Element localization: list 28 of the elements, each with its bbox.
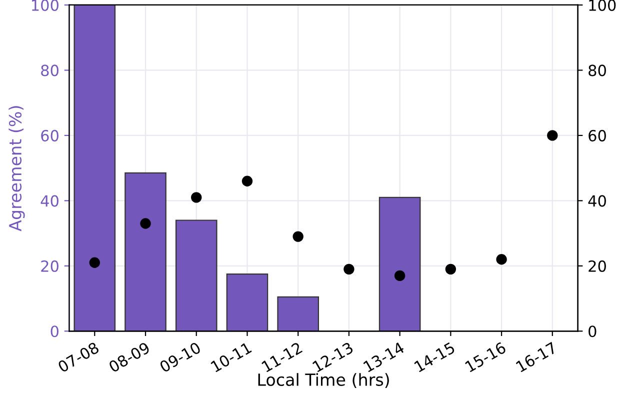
point [242, 176, 253, 186]
bar [226, 274, 268, 332]
y-tick-label: 0 [50, 326, 58, 338]
bar [277, 296, 319, 332]
x-axis-title: Local Time (hrs) [258, 373, 389, 388]
point [496, 254, 507, 265]
point [344, 264, 354, 275]
point [292, 231, 304, 242]
y2-tick-label: 40 [588, 195, 606, 207]
y-tick-label: 80 [41, 64, 58, 76]
y2-tick-label: 80 [588, 64, 606, 76]
y-tick-label: 60 [41, 130, 58, 142]
y2-tick-label: 60 [588, 130, 606, 142]
bar [124, 172, 166, 332]
point [547, 130, 558, 141]
y2-tick-label: 20 [588, 260, 606, 272]
point [89, 257, 100, 268]
bar [175, 220, 218, 332]
bar [378, 196, 421, 332]
y-axis-title: Agreement (%) [8, 106, 25, 232]
point [445, 264, 456, 275]
point [140, 218, 151, 229]
y2-tick-label: 0 [588, 326, 596, 338]
bar [74, 4, 116, 332]
y-tick-label: 20 [41, 260, 58, 272]
point [394, 270, 406, 282]
y-tick-label: 40 [40, 195, 58, 207]
point [191, 192, 202, 203]
